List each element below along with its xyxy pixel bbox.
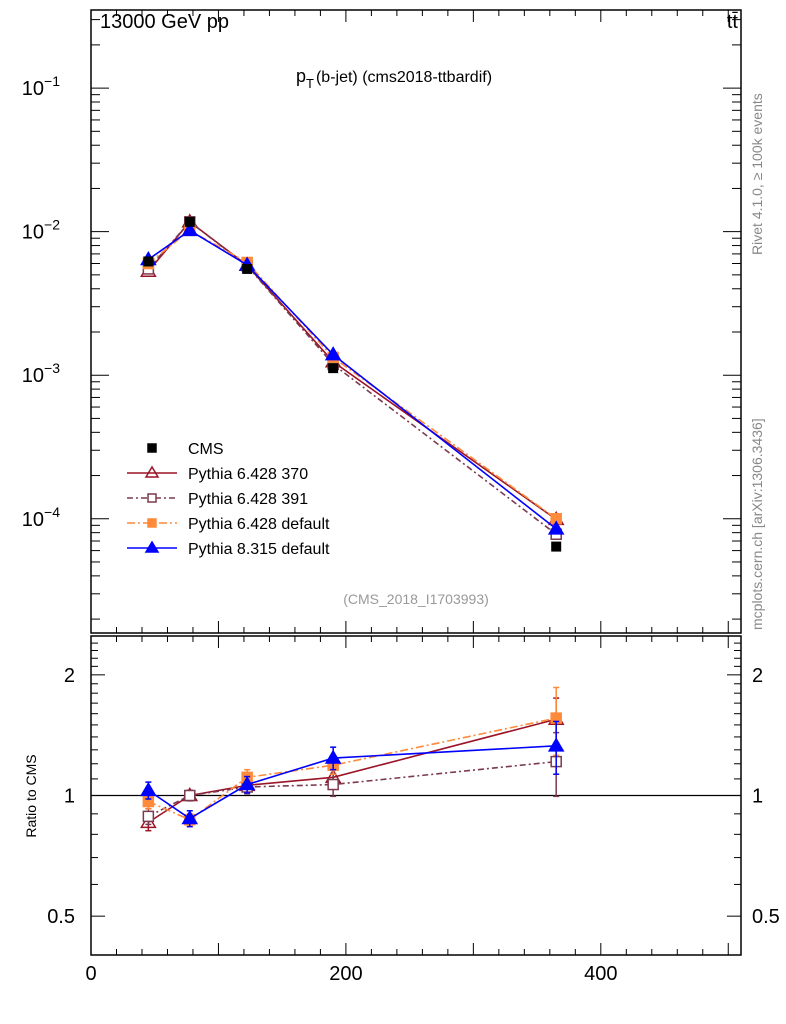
legend-marker [147, 518, 157, 528]
data-point [328, 363, 339, 374]
ratio-tick-label: 1 [752, 786, 763, 808]
ratio-tick-label: 2 [752, 665, 763, 687]
ratio-line [147, 745, 557, 820]
y-tick-label: 10−2 [22, 217, 60, 244]
legend-label: Pythia 8.315 default [188, 541, 330, 558]
legend-marker [144, 540, 160, 553]
y-tick-exponent: −3 [44, 360, 60, 376]
legend-marker-data [147, 443, 157, 453]
y-tick-exponent: −1 [44, 73, 60, 89]
y-tick-exponent: −4 [44, 504, 60, 520]
ratio-tick-label: 0.5 [752, 906, 780, 928]
analysis-label: (CMS_2018_I1703993) [343, 591, 489, 607]
ratio-point [184, 789, 196, 802]
y-tick-label: 10−1 [22, 73, 60, 100]
legend-label: Pythia 6.428 default [188, 516, 330, 533]
ratio-ylabel: Ratio to CMS [23, 754, 39, 837]
ratio-point [547, 737, 565, 752]
legend-label: Pythia 6.428 370 [188, 466, 308, 483]
series-point [181, 221, 199, 237]
ratio-line [148, 717, 557, 821]
y-tick-label: 10−4 [22, 504, 60, 531]
x-tick-label: 200 [329, 963, 362, 985]
x-tick-label: 0 [85, 963, 96, 985]
main-frame [90, 9, 742, 634]
legend-marker [144, 465, 160, 478]
side-label-top: Rivet 4.1.0, ≥ 100k events [749, 93, 765, 255]
plot-title: pT (b-jet) (cms2018-ttbardif) [296, 66, 492, 91]
series-point [324, 346, 342, 361]
ratio-point [181, 810, 199, 825]
data-point [143, 256, 154, 267]
y-tick-label: 10−3 [22, 360, 60, 387]
ratio-line [147, 760, 557, 818]
ratio-tick-label: 1 [64, 786, 75, 808]
ratio-point [238, 776, 256, 791]
ratio-point [327, 778, 339, 791]
data-point [184, 216, 195, 227]
ratio-point [142, 810, 155, 823]
legend-label: CMS [188, 441, 224, 458]
x-tick-label: 400 [584, 963, 617, 985]
header-left: 13000 GeV pp [100, 11, 229, 33]
legend-marker [147, 493, 157, 503]
ratio-tick-label: 0.5 [47, 906, 75, 928]
y-tick-exponent: −2 [44, 217, 60, 233]
series-line [147, 220, 557, 535]
legend: CMS Pythia 6.428 370 Pythia 6.428 391 Pythi… [127, 441, 330, 558]
data-point [242, 263, 253, 274]
data-point [551, 541, 562, 552]
legend-label: Pythia 6.428 391 [188, 491, 308, 508]
series-point [547, 520, 565, 535]
ratio-point [324, 749, 342, 764]
side-label-bottom: mcplots.cern.ch [arXiv:1306.3436] [749, 418, 765, 630]
header-right: tt̄ [727, 11, 739, 33]
ratio-point [140, 781, 157, 797]
ratio-tick-label: 2 [64, 665, 75, 687]
